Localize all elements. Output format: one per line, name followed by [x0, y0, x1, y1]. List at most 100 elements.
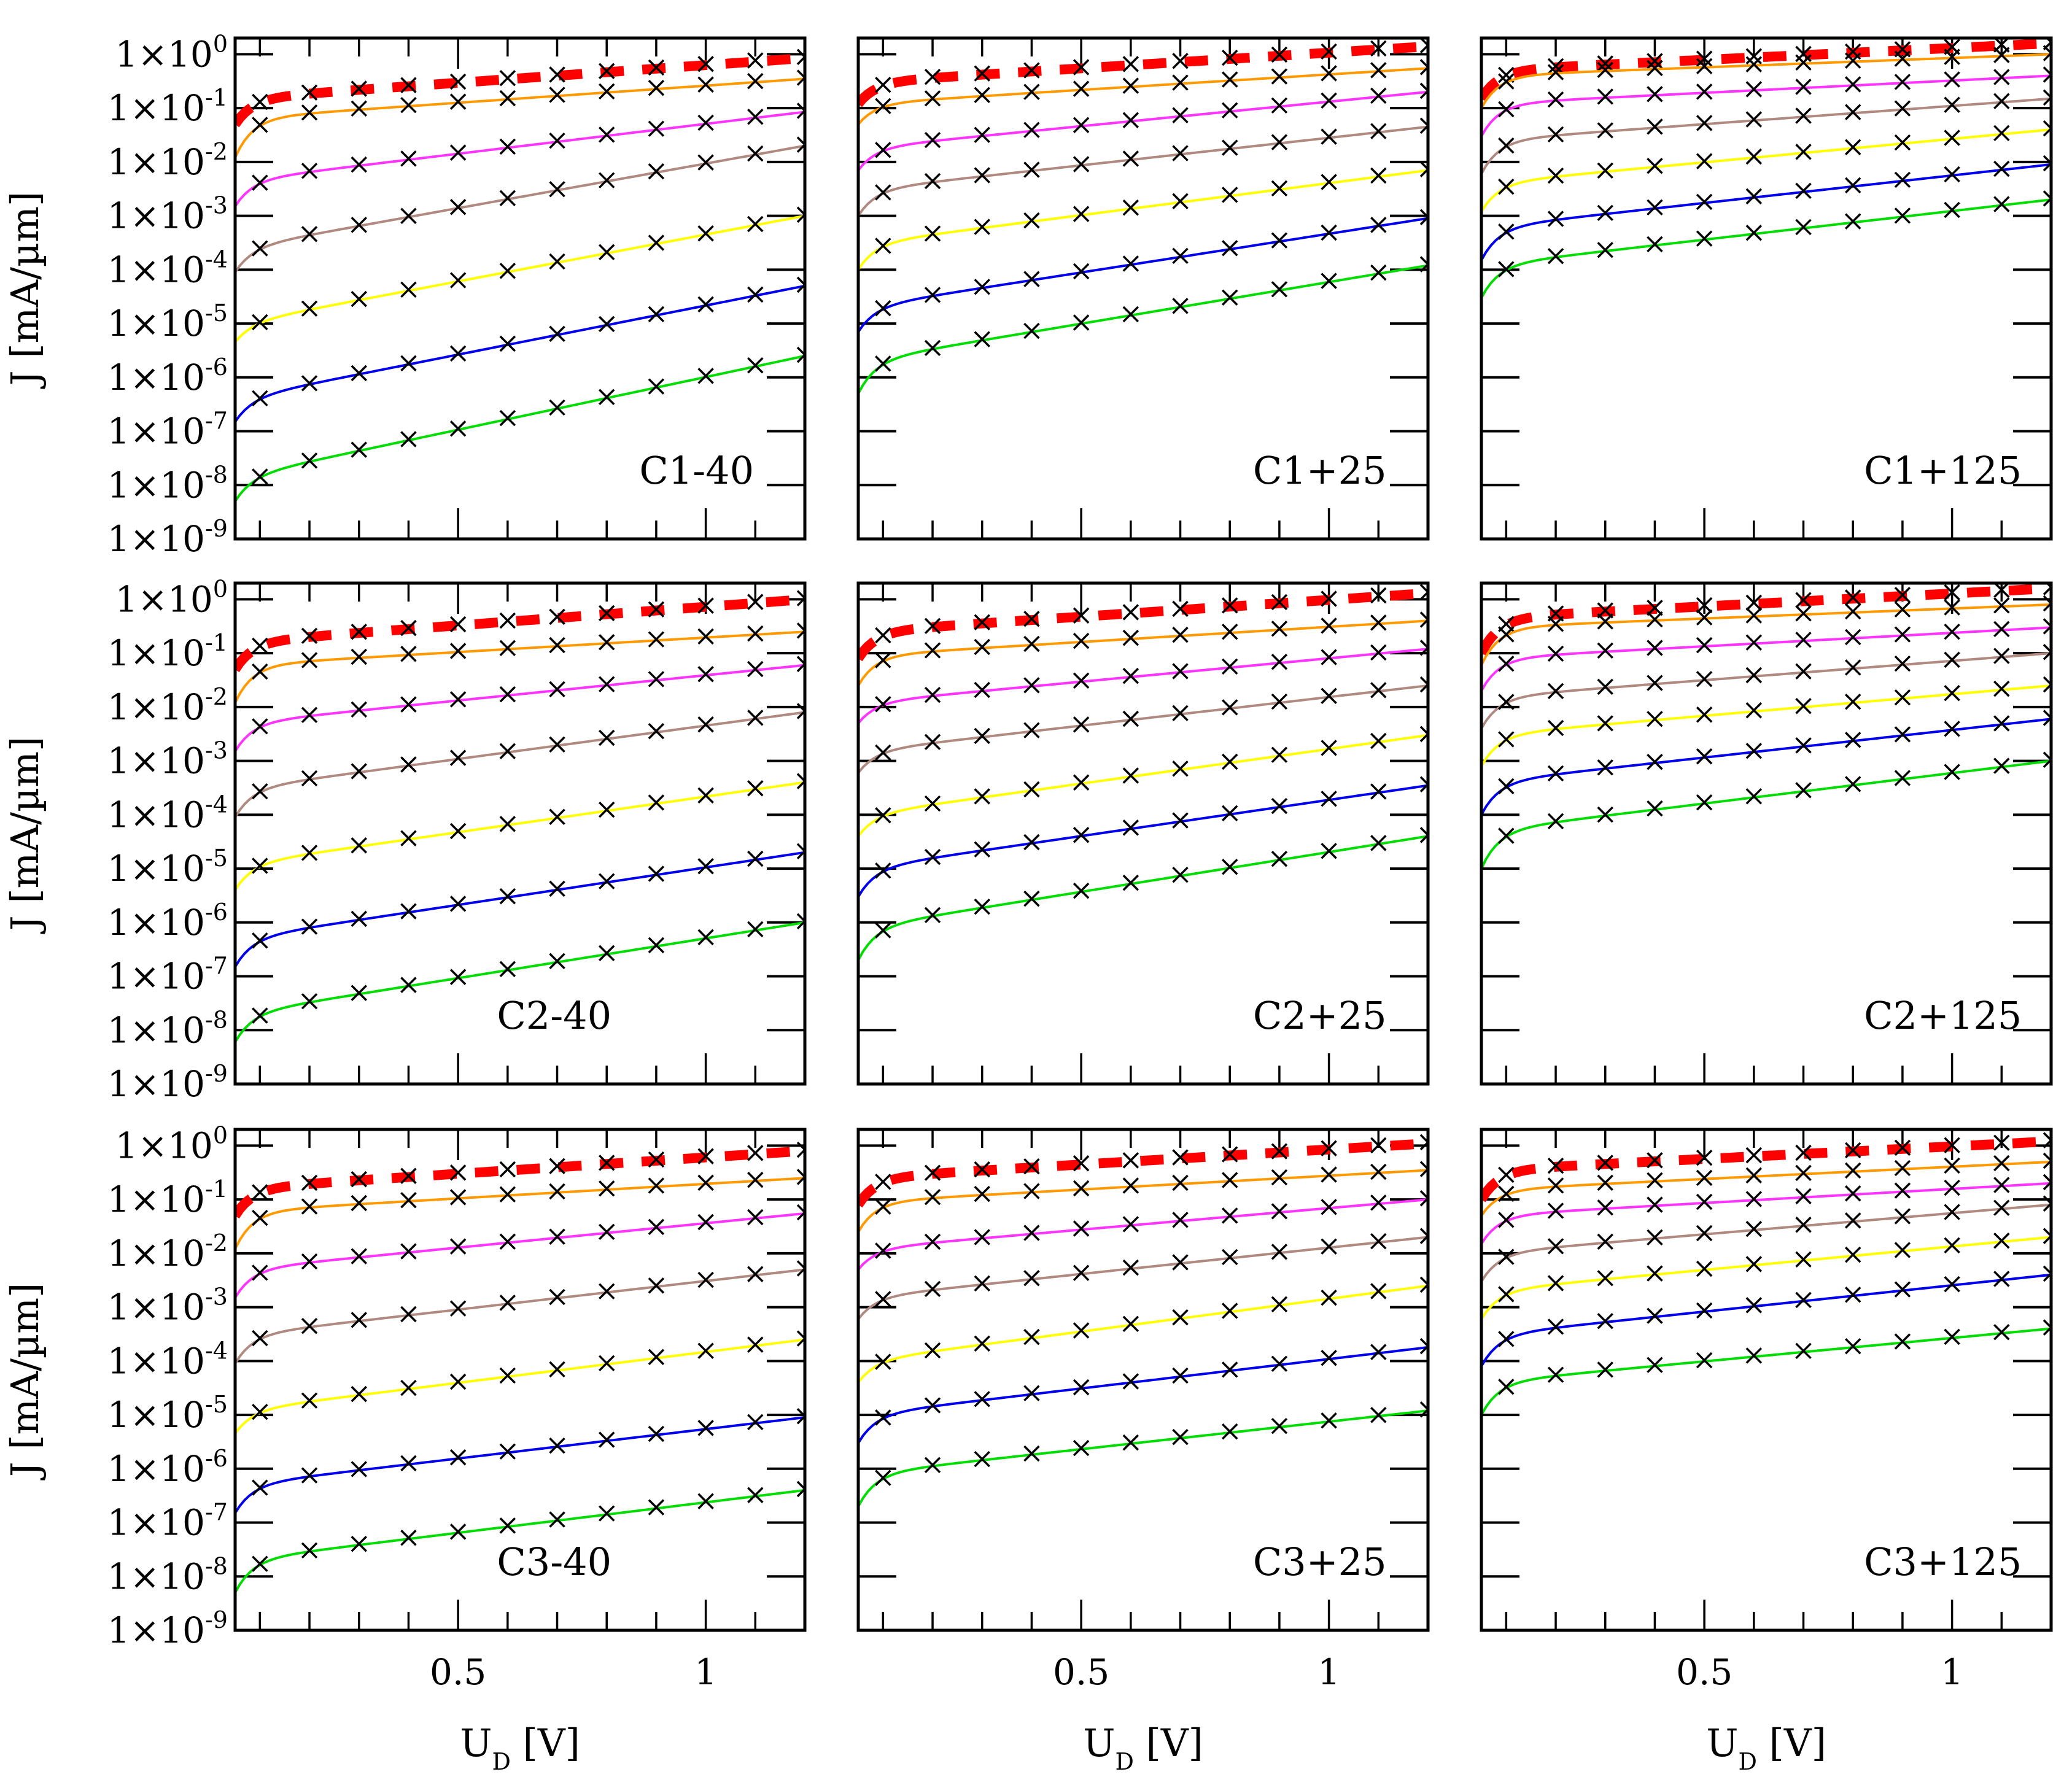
y-tick-label: 1×10-3: [107, 192, 228, 237]
data-marker: [648, 1177, 665, 1194]
data-marker: [549, 180, 565, 198]
data-marker: [1993, 47, 2010, 63]
data-marker: [1944, 96, 1960, 113]
data-marker: [875, 355, 891, 372]
data-marker: [1221, 1303, 1238, 1319]
data-marker: [1795, 182, 1812, 199]
data-marker: [1844, 589, 1861, 606]
data-marker: [1993, 196, 2010, 212]
data-marker: [1073, 1220, 1090, 1237]
data-marker: [1023, 62, 1040, 79]
data-marker: [449, 616, 467, 633]
data-marker: [1944, 684, 1960, 702]
data-marker: [875, 1174, 891, 1190]
data-marker: [875, 142, 891, 158]
data-marker: [252, 174, 268, 191]
data-marker: [1844, 1338, 1861, 1355]
y-tick-label: 1×100: [115, 1121, 228, 1166]
data-marker: [1647, 1357, 1663, 1373]
data-marker: [400, 150, 417, 167]
data-marker: [1993, 621, 2010, 638]
data-marker: [1498, 1379, 1515, 1395]
data-marker: [1221, 805, 1238, 822]
data-marker: [252, 637, 268, 654]
data-marker: [2043, 1228, 2051, 1244]
data-marker: [1944, 1276, 1960, 1293]
data-marker: [1696, 637, 1713, 654]
data-marker: [875, 696, 891, 713]
data-marker: [449, 749, 467, 766]
y-tick-label: 1×10-7: [107, 1499, 228, 1544]
data-marker: [1944, 130, 1960, 146]
y-tick-label: 1×100: [115, 30, 228, 75]
data-marker: [549, 1183, 565, 1200]
y-tick-label: 1×10-3: [107, 737, 228, 782]
data-marker: [1894, 655, 1911, 672]
data-marker: [1321, 128, 1337, 145]
plot-frame: [233, 1128, 807, 1632]
y-tick-label: 1×10-8: [107, 1552, 228, 1597]
data-marker: [1993, 715, 2010, 732]
data-marker: [796, 590, 805, 606]
data-marker: [747, 215, 764, 233]
data-marker: [1647, 1152, 1663, 1169]
data-marker: [598, 316, 615, 333]
y-tick-label: 1×10-9: [107, 515, 228, 560]
series-line: [1481, 1182, 2051, 1245]
data-marker: [648, 234, 665, 251]
data-marker: [449, 823, 467, 840]
series-line: [235, 1268, 805, 1365]
series-line: [235, 1177, 805, 1250]
data-marker: [252, 468, 268, 485]
data-marker: [747, 1145, 764, 1161]
series-line: [235, 77, 805, 158]
data-marker: [1419, 776, 1428, 792]
data-marker: [1597, 642, 1613, 659]
data-marker: [1944, 651, 1960, 668]
data-marker: [1696, 794, 1713, 811]
data-marker: [1696, 1260, 1713, 1277]
data-marker: [1993, 1134, 2010, 1151]
data-marker: [252, 314, 268, 331]
data-marker: [697, 55, 714, 72]
data-marker: [499, 961, 516, 977]
data-marker: [1221, 859, 1238, 875]
data-marker: [252, 93, 268, 110]
data-marker: [1221, 1172, 1238, 1188]
y-axis-title: J [mA/µm]: [2, 737, 47, 934]
y-tick-label: 1×10-9: [107, 1606, 228, 1651]
data-marker: [400, 696, 417, 713]
data-marker: [1221, 1146, 1238, 1163]
data-marker: [1894, 100, 1911, 117]
data-marker: [1073, 1155, 1090, 1172]
data-marker: [875, 1198, 891, 1215]
series-line-dashed: [858, 588, 1428, 662]
data-marker: [1271, 1143, 1288, 1160]
data-marker: [697, 368, 714, 384]
panel-label: C2+125: [1864, 993, 2022, 1038]
data-marker: [1221, 597, 1238, 614]
data-marker: [1597, 759, 1613, 776]
data-marker: [1547, 1202, 1564, 1219]
x-tick-label: 0.5: [1053, 1651, 1109, 1693]
data-marker: [2043, 45, 2051, 61]
data-marker: [1647, 1196, 1663, 1213]
data-marker: [1221, 139, 1238, 156]
data-marker: [796, 206, 805, 223]
data-marker: [598, 945, 615, 962]
data-marker: [1894, 74, 1911, 90]
series-line: [1481, 128, 2051, 212]
data-marker: [351, 701, 367, 718]
data-marker: [1221, 49, 1238, 66]
chart-panel: C1-40 1×10-9 1×10-8 1×10-7 1×10-6 1×10-5 1×10-…: [2, 30, 807, 560]
series-line: [1481, 1327, 2051, 1416]
data-marker: [1122, 56, 1139, 72]
data-marker: [449, 272, 467, 288]
data-marker: [924, 795, 941, 812]
series-line: [858, 67, 1428, 125]
data-marker: [796, 1481, 805, 1498]
data-marker: [1271, 1244, 1288, 1260]
data-marker: [1844, 659, 1861, 676]
data-marker: [1370, 1137, 1387, 1154]
data-marker: [549, 880, 565, 897]
